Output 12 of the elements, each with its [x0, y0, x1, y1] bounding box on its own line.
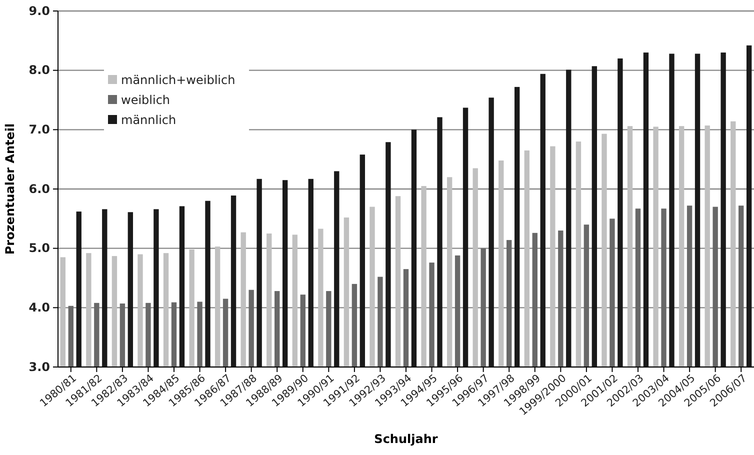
y-tick-label: 6.0 — [28, 182, 50, 196]
y-tick-label: 8.0 — [28, 63, 50, 78]
legend-label: männlich — [121, 113, 176, 127]
y-tick-label: 4.0 — [28, 300, 50, 315]
legend-label: weiblich — [121, 93, 170, 107]
y-tick-label: 5.0 — [28, 241, 50, 256]
y-tick-label: 7.0 — [28, 122, 50, 137]
legend-label: männlich+weiblich — [121, 73, 236, 87]
y-tick-label: 3.0 — [28, 360, 50, 374]
x-axis-title: Schuljahr — [374, 432, 438, 446]
y-tick-label: 9.0 — [28, 4, 50, 18]
y-axis-title: Prozentualer Anteil — [3, 123, 17, 255]
